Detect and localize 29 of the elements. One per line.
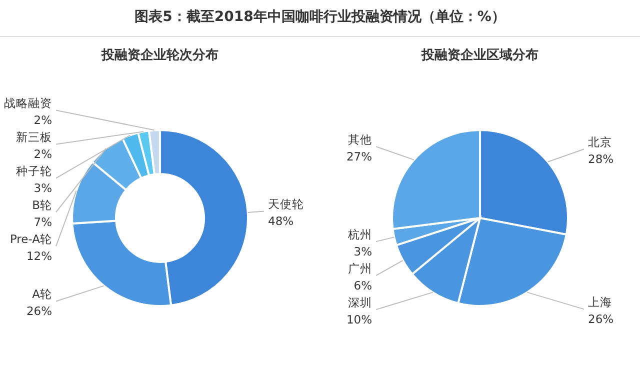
data-label: 27%: [346, 150, 372, 164]
slice-label: B轮: [32, 198, 52, 212]
slice-label: 天使轮: [268, 197, 304, 212]
slice-label: 战略融资: [4, 96, 52, 110]
slice-label: 种子轮: [16, 164, 52, 178]
slice-label: A轮: [32, 287, 52, 302]
slice-label: 广州: [348, 262, 372, 276]
slice-label: 深圳: [348, 296, 372, 310]
data-label: 26%: [26, 304, 52, 318]
chart-title: 图表5：截至2018年中国咖啡行业投融资情况（单位：%）: [134, 8, 506, 26]
slice-label: Pre-A轮: [10, 232, 52, 246]
data-label: 28%: [588, 152, 614, 166]
slice-label: 上海: [588, 295, 612, 310]
data-label: 10%: [346, 312, 372, 327]
chart-subtitle: 投融资企业轮次分布: [100, 47, 220, 65]
data-label: 2%: [34, 147, 52, 162]
slice-label: 新三板: [16, 130, 52, 144]
data-label: 2%: [34, 113, 52, 128]
data-label: 48%: [268, 214, 294, 228]
slice-label: 北京: [588, 135, 612, 150]
slice-label: 杭州: [347, 228, 372, 242]
slice-label: 其他: [348, 132, 372, 147]
data-label: 7%: [34, 215, 52, 230]
chart-subtitle: 投融资企业区域分布: [420, 47, 540, 65]
data-label: 12%: [26, 249, 52, 264]
data-label: 6%: [354, 278, 372, 293]
data-label: 26%: [588, 312, 614, 326]
data-label: 3%: [354, 244, 372, 259]
data-label: 3%: [34, 181, 52, 196]
